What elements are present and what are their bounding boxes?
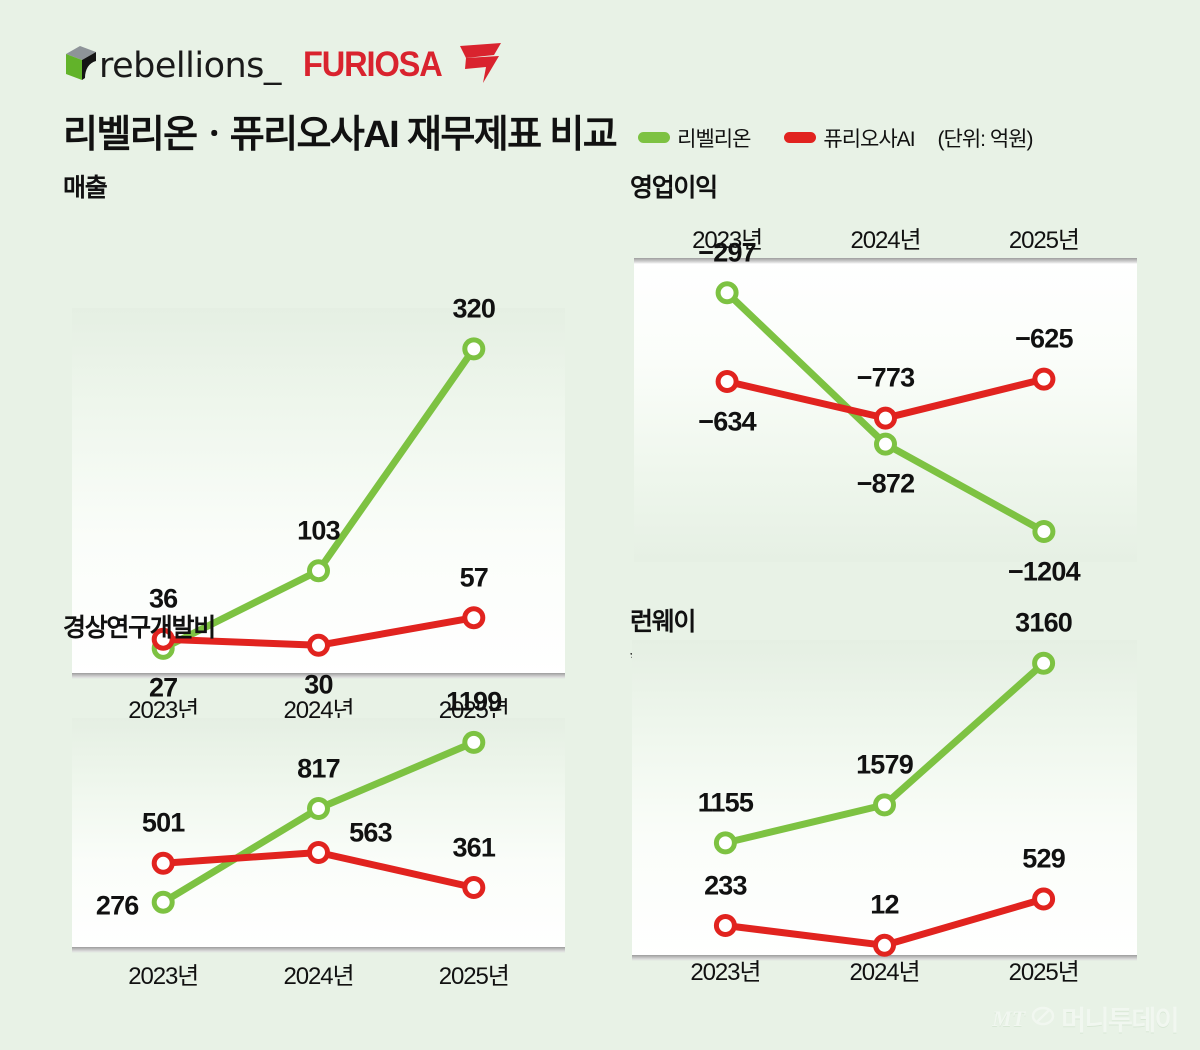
- data-label: 3160: [1015, 607, 1073, 638]
- data-point-marker[interactable]: [462, 606, 486, 630]
- data-point-marker[interactable]: [1032, 887, 1056, 911]
- data-point-marker[interactable]: [874, 406, 897, 430]
- data-point-marker[interactable]: [151, 851, 175, 875]
- data-label: 276: [95, 890, 139, 921]
- data-label: 563: [349, 817, 392, 847]
- data-point-marker[interactable]: [151, 627, 175, 651]
- legend-item-furiosa: 퓨리오사AI: [784, 123, 916, 153]
- x-axis-tick-label: 2025년: [1008, 959, 1080, 986]
- axis-line: [632, 955, 1137, 961]
- data-label: −1204: [1007, 556, 1081, 586]
- plot-area: −297 −872 −1204 −634 −773 −625: [634, 237, 1137, 586]
- data-point-marker[interactable]: [462, 337, 486, 361]
- chart-legend: 리벨리온 퓨리오사AI (단위: 억원): [638, 123, 1034, 153]
- data-label: 12: [870, 889, 899, 920]
- chart-title: 매출: [63, 174, 108, 202]
- watermark: MT 머니투데이: [992, 999, 1179, 1038]
- unit-note: (단위: 억원): [937, 127, 1034, 151]
- legend-item-rebellions: 리벨리온: [638, 123, 751, 153]
- legend-swatch-red: [784, 132, 817, 143]
- chart-panel-3: 경상연구개발비 276 817 1199 501 563 361 2023년 2024년 2025…: [63, 608, 565, 990]
- x-axis-tick-label: 2023년: [128, 963, 199, 990]
- data-point-marker[interactable]: [715, 281, 739, 305]
- data-point-marker[interactable]: [1032, 367, 1056, 391]
- series-layer: [715, 281, 1056, 543]
- data-label: 361: [452, 832, 496, 862]
- legend-label-rebellions: 리벨리온: [677, 127, 751, 151]
- furiosa-wordmark: FURIOSA: [302, 45, 443, 84]
- axis-line: [72, 947, 565, 953]
- data-point-marker[interactable]: [715, 370, 739, 393]
- data-label: 320: [452, 293, 496, 324]
- axis-line: [72, 673, 565, 679]
- chart-title: 경상연구개발비: [63, 614, 216, 642]
- data-point-marker[interactable]: [307, 633, 330, 657]
- data-label: 36: [148, 583, 178, 614]
- plot-area: 27 103 320 36 30 57: [72, 293, 565, 703]
- data-label: 103: [297, 515, 340, 546]
- data-label: −297: [698, 237, 756, 268]
- data-point-marker[interactable]: [307, 797, 330, 820]
- data-point-marker[interactable]: [873, 793, 896, 817]
- series-layer: [151, 337, 486, 660]
- rebellions-wordmark: rebellions_: [99, 46, 281, 86]
- plot-background: [72, 718, 565, 950]
- plot-area: 276 817 1199 501 563 361: [72, 687, 565, 953]
- legend-swatch-green: [638, 132, 671, 143]
- data-point-marker[interactable]: [307, 841, 330, 864]
- x-axis-tick-label: 2025년: [438, 963, 510, 990]
- data-point-marker[interactable]: [1032, 651, 1056, 675]
- data-point-marker[interactable]: [462, 876, 486, 899]
- data-label: 1579: [856, 749, 914, 780]
- data-point-marker[interactable]: [713, 831, 737, 855]
- data-point-marker[interactable]: [874, 432, 897, 456]
- data-point-marker[interactable]: [307, 559, 330, 583]
- x-axis-tick-label: 2023년: [692, 227, 763, 254]
- watermark-mt-mark: MT: [992, 1005, 1026, 1031]
- data-point-marker[interactable]: [151, 890, 175, 914]
- title-row: 리벨리온ㆍ퓨리오사AI 재무제표 비교 리벨리온 퓨리오사AI (단위: 억원): [63, 103, 1183, 158]
- rebellions-cube-icon: [63, 45, 99, 83]
- x-axis-tick-label: 2024년: [849, 959, 921, 986]
- chart-title: 영업이익: [630, 174, 718, 202]
- chart-panel-4: 런웨이*런웨이(현금성자산+단기금융상품)1155157931602331252…: [630, 602, 1137, 986]
- data-label: 529: [1022, 843, 1065, 874]
- page-title: 리벨리온ㆍ퓨리오사AI 재무제표 비교: [63, 114, 618, 156]
- data-label: −625: [1015, 323, 1073, 354]
- data-label: −872: [856, 468, 915, 499]
- data-label: −634: [698, 406, 756, 436]
- data-point-marker[interactable]: [873, 933, 896, 957]
- x-axis-tick-label: 2024년: [283, 963, 355, 990]
- chart-panel-1: 매출 27 103 320 36 30 57 2023년 2024년 2025년: [63, 168, 565, 724]
- x-axis-tick-label: 2024년: [850, 227, 922, 254]
- series-line-rebellions: [159, 345, 478, 652]
- furiosa-logo: FURIOSA: [303, 41, 503, 90]
- axis-line: [634, 258, 1137, 264]
- data-point-marker[interactable]: [713, 914, 737, 937]
- x-axis-tick-label: 2025년: [1008, 227, 1080, 254]
- logo-row: rebellions_ FURIOSA: [63, 38, 503, 90]
- series-layer: [713, 651, 1056, 957]
- plot-area: 1155 1579 3160 233 12 529: [632, 608, 1137, 961]
- watermark-ring-icon: [1031, 1004, 1055, 1033]
- chart-title: 런웨이: [630, 608, 696, 636]
- data-label: 817: [297, 753, 340, 783]
- rebellions-logo: rebellions_: [63, 44, 281, 86]
- data-label: 27: [148, 672, 178, 703]
- data-label: 57: [459, 562, 489, 593]
- data-label: 501: [141, 807, 185, 838]
- data-label: 30: [304, 669, 333, 700]
- watermark-name: 머니투데이: [1061, 1006, 1179, 1036]
- data-label: 1155: [697, 787, 754, 818]
- data-point-marker[interactable]: [462, 730, 486, 754]
- series-layer: [151, 730, 486, 914]
- data-label: 1199: [446, 686, 502, 717]
- x-axis-tick-label: 2023년: [690, 959, 761, 986]
- data-point-marker[interactable]: [1032, 520, 1056, 543]
- furiosa-bolt-icon: [453, 41, 503, 90]
- data-label: 233: [704, 870, 747, 900]
- legend-label-furiosa: 퓨리오사AI: [823, 127, 915, 151]
- chart-panel-2: 영업이익 −297 −872 −1204 −634 −773 −625 2023년 2024년 2…: [630, 168, 1137, 586]
- data-label: −773: [856, 362, 915, 393]
